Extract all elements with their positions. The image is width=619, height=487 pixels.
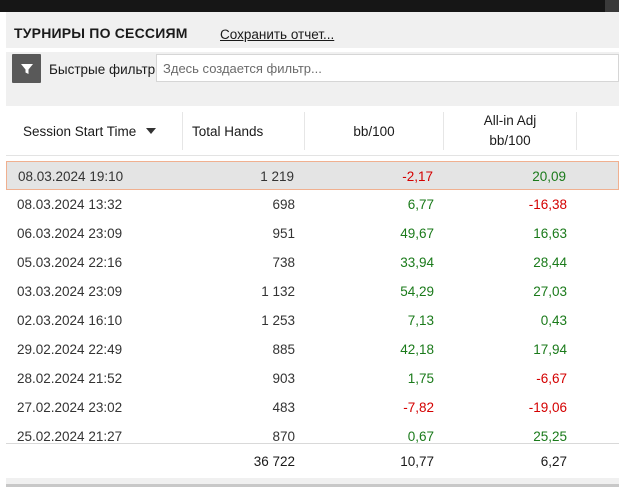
cell-total-hands: 698 bbox=[272, 197, 295, 212]
total-hands: 36 722 bbox=[253, 454, 295, 469]
cell-session-start: 08.03.2024 13:32 bbox=[17, 197, 123, 212]
cell-total-hands: 483 bbox=[272, 400, 295, 415]
cell-allin-adj: 20,09 bbox=[532, 169, 566, 184]
cell-session-start: 02.03.2024 16:10 bbox=[17, 313, 123, 328]
cell-allin-adj: 16,63 bbox=[533, 226, 567, 241]
total-bb100: 10,77 bbox=[400, 454, 434, 469]
cell-allin-adj: 0,43 bbox=[540, 313, 567, 328]
window-top-bar bbox=[0, 0, 619, 12]
table-row[interactable]: 08.03.2024 19:10 1 219 -2,17 20,09 bbox=[6, 161, 619, 190]
sessions-panel: ТУРНИРЫ ПО СЕССИЯМ Сохранить отчет... Бы… bbox=[6, 12, 619, 487]
cell-allin-adj: 17,94 bbox=[533, 342, 567, 357]
totals-row: 36 722 10,77 6,27 bbox=[6, 443, 619, 478]
cell-bb100: 49,67 bbox=[400, 226, 434, 241]
cell-session-start: 25.02.2024 21:27 bbox=[17, 429, 123, 444]
panel-footer bbox=[6, 478, 619, 487]
sessions-table: Session Start Time Total Hands bb/100 Al… bbox=[6, 106, 619, 478]
cell-bb100: 1,75 bbox=[407, 371, 434, 386]
column-header-bb100[interactable]: bb/100 bbox=[305, 106, 443, 156]
column-divider[interactable] bbox=[576, 112, 577, 150]
cell-allin-adj: -19,06 bbox=[528, 400, 567, 415]
cell-session-start: 27.02.2024 23:02 bbox=[17, 400, 123, 415]
cell-total-hands: 1 253 bbox=[261, 313, 295, 328]
cell-session-start: 29.02.2024 22:49 bbox=[17, 342, 123, 357]
quick-filter-bar: Быстрые фильтры bbox=[6, 52, 619, 86]
cell-allin-adj: 28,44 bbox=[533, 255, 567, 270]
column-header-label-line1: All-in Adj bbox=[483, 113, 537, 128]
cell-bb100: 0,67 bbox=[407, 429, 434, 444]
sort-descending-icon[interactable] bbox=[146, 128, 157, 134]
column-divider[interactable] bbox=[182, 112, 183, 150]
cell-session-start: 03.03.2024 23:09 bbox=[17, 284, 123, 299]
table-body: 08.03.2024 19:10 1 219 -2,17 20,09 08.03… bbox=[6, 161, 619, 451]
cell-session-start: 06.03.2024 23:09 bbox=[17, 226, 123, 241]
cell-allin-adj: 25,25 bbox=[533, 429, 567, 444]
cell-total-hands: 1 132 bbox=[261, 284, 295, 299]
cell-allin-adj: -16,38 bbox=[528, 197, 567, 212]
cell-total-hands: 738 bbox=[272, 255, 295, 270]
cell-session-start: 05.03.2024 22:16 bbox=[17, 255, 123, 270]
horizontal-scrollbar[interactable] bbox=[6, 484, 619, 487]
cell-total-hands: 951 bbox=[272, 226, 295, 241]
total-allin-adj: 6,27 bbox=[540, 454, 567, 469]
column-header-total-hands[interactable]: Total Hands bbox=[192, 106, 312, 156]
cell-total-hands: 885 bbox=[272, 342, 295, 357]
window-corner bbox=[605, 0, 619, 12]
table-row[interactable]: 28.02.2024 21:52 903 1,75 -6,67 bbox=[6, 364, 619, 393]
cell-bb100: -7,82 bbox=[403, 400, 434, 415]
quick-filters-label: Быстрые фильтры bbox=[49, 62, 155, 77]
cell-bb100: 33,94 bbox=[400, 255, 434, 270]
funnel-icon bbox=[20, 63, 33, 74]
table-row[interactable]: 02.03.2024 16:10 1 253 7,13 0,43 bbox=[6, 306, 619, 335]
filter-input[interactable] bbox=[156, 54, 619, 82]
table-row[interactable]: 29.02.2024 22:49 885 42,18 17,94 bbox=[6, 335, 619, 364]
cell-bb100: 42,18 bbox=[400, 342, 434, 357]
panel-header: ТУРНИРЫ ПО СЕССИЯМ Сохранить отчет... bbox=[6, 12, 619, 48]
cell-bb100: -2,17 bbox=[402, 169, 433, 184]
table-row[interactable]: 06.03.2024 23:09 951 49,67 16,63 bbox=[6, 219, 619, 248]
panel-title: ТУРНИРЫ ПО СЕССИЯМ bbox=[14, 25, 188, 41]
column-header-label: Session Start Time bbox=[23, 123, 137, 139]
filter-button[interactable] bbox=[12, 54, 41, 83]
cell-allin-adj: 27,03 bbox=[533, 284, 567, 299]
cell-bb100: 7,13 bbox=[407, 313, 434, 328]
table-row[interactable]: 03.03.2024 23:09 1 132 54,29 27,03 bbox=[6, 277, 619, 306]
column-header-label-line2: bb/100 bbox=[489, 133, 531, 148]
save-report-link[interactable]: Сохранить отчет... bbox=[220, 27, 335, 42]
table-row[interactable]: 05.03.2024 22:16 738 33,94 28,44 bbox=[6, 248, 619, 277]
toolbar-spacer bbox=[6, 86, 619, 106]
cell-total-hands: 870 bbox=[272, 429, 295, 444]
cell-bb100: 6,77 bbox=[407, 197, 434, 212]
column-header-allin-adj-bb100[interactable]: All-in Adj bb/100 bbox=[444, 106, 576, 156]
left-gutter bbox=[0, 12, 6, 487]
cell-session-start: 08.03.2024 19:10 bbox=[18, 169, 124, 184]
cell-total-hands: 903 bbox=[272, 371, 295, 386]
column-divider[interactable] bbox=[443, 112, 444, 150]
cell-bb100: 54,29 bbox=[400, 284, 434, 299]
table-row[interactable]: 08.03.2024 13:32 698 6,77 -16,38 bbox=[6, 190, 619, 219]
table-row[interactable]: 25.02.2024 21:27 870 0,67 25,25 bbox=[6, 422, 619, 451]
table-row[interactable]: 27.02.2024 23:02 483 -7,82 -19,06 bbox=[6, 393, 619, 422]
table-header: Session Start Time Total Hands bb/100 Al… bbox=[6, 106, 619, 156]
column-header-session-start[interactable]: Session Start Time bbox=[23, 106, 183, 156]
column-divider[interactable] bbox=[304, 112, 305, 150]
column-header-label: Total Hands bbox=[192, 123, 264, 139]
cell-allin-adj: -6,67 bbox=[536, 371, 567, 386]
cell-total-hands: 1 219 bbox=[260, 169, 294, 184]
cell-session-start: 28.02.2024 21:52 bbox=[17, 371, 123, 386]
column-header-label: bb/100 bbox=[353, 123, 395, 139]
